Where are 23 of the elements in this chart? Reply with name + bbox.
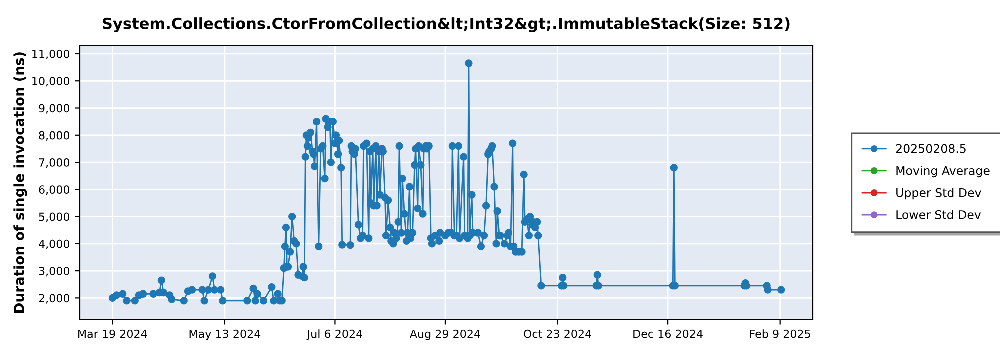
y-axis-title: Duration of single invocation (ns) (14, 52, 28, 314)
legend-label: 20250208.5 (896, 144, 966, 154)
legend-label: Lower Std Dev (896, 210, 982, 220)
x-tick-label: May 13 2024 (190, 330, 261, 340)
y-tick-label: 2,000 (39, 294, 70, 304)
x-tick-label: Jul 6 2024 (306, 330, 363, 340)
y-tick-label: 10,000 (32, 77, 70, 87)
y-tick-label: 9,000 (39, 104, 70, 114)
x-tick-label: Feb 9 2025 (750, 330, 810, 338)
y-tick-label: 4,000 (39, 240, 70, 250)
y-tick-label: 6,000 (39, 186, 70, 196)
x-tick-label: Mar 19 2024 (78, 330, 148, 338)
y-tick-label: 5,000 (39, 212, 70, 222)
y-tick-label: 8,000 (39, 131, 70, 141)
chart-title: System.Collections.CtorFromCollection&lt;Int32&gt;.ImmutableStack(Size: 512) (103, 18, 790, 32)
legend-label: Moving Average (896, 166, 990, 178)
x-tick-label: Dec 16 2024 (634, 330, 703, 338)
legend-label: Upper Std Dev (896, 188, 982, 200)
y-tick-label: 11,000 (32, 50, 70, 60)
y-tick-label: 3,000 (39, 267, 70, 277)
y-tick-label: 7,000 (39, 158, 70, 168)
x-tick-label: Aug 29 2024 (410, 330, 480, 340)
x-tick-label: Oct 23 2024 (524, 330, 592, 338)
